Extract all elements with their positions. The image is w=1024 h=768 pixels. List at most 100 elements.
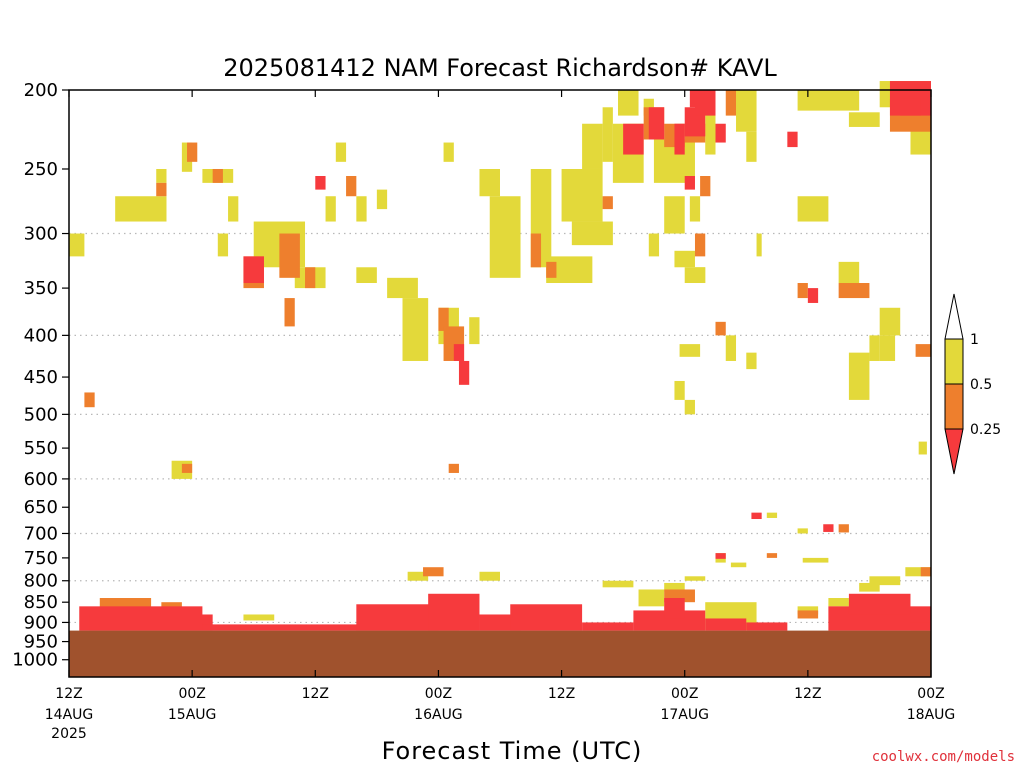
ri-cell — [766, 512, 778, 518]
ri-cell — [284, 298, 295, 327]
ri-cell — [848, 593, 911, 615]
ri-cell — [469, 317, 480, 345]
ri-cell — [823, 524, 834, 532]
ri-cell — [115, 196, 167, 222]
ri-cell — [84, 392, 95, 408]
ri-cell — [751, 512, 762, 520]
ri-cell — [315, 176, 326, 190]
ri-cell — [602, 196, 613, 210]
plot-frame — [68, 89, 932, 678]
ri-cell — [623, 123, 644, 155]
ri-cell — [443, 142, 454, 162]
xtick-label-3: 00Z — [425, 686, 452, 702]
ri-cell — [376, 189, 388, 210]
series-<0.25 — [79, 81, 931, 631]
ri-cell — [648, 107, 665, 140]
xtick-date-0: 14AUG — [45, 707, 94, 723]
ri-cell — [838, 524, 849, 533]
colorbar-top-triangle — [944, 293, 964, 340]
ri-cell — [910, 622, 931, 631]
ri-cell — [181, 463, 193, 473]
ri-cell — [479, 168, 500, 197]
ri-cell — [879, 307, 901, 336]
ri-cell — [602, 580, 634, 588]
ri-cell — [305, 267, 316, 289]
ytick-label-500: 500 — [24, 404, 58, 425]
ri-cell — [694, 233, 706, 257]
ri-cell — [905, 567, 931, 577]
ri-cell — [838, 261, 860, 284]
ri-cell — [725, 335, 737, 361]
credit-text: coolwx.com/models — [872, 749, 1015, 765]
ri-cell — [530, 233, 542, 268]
ri-cell — [756, 233, 762, 257]
ri-cell — [582, 123, 603, 169]
ri-cell — [156, 168, 167, 183]
ri-cell — [217, 233, 229, 257]
colorbar-orange — [944, 383, 964, 430]
xtick-label-5: 00Z — [671, 686, 698, 702]
ri-cell — [187, 142, 198, 162]
xtick-label-7: 00Z — [917, 686, 944, 702]
ytick-label-700: 700 — [24, 523, 58, 544]
ri-cell — [684, 399, 695, 415]
chart-title: 2025081412 NAM Forecast Richardson# KAVL — [223, 54, 777, 82]
ri-cell — [828, 598, 849, 607]
ri-cell — [684, 576, 706, 581]
x-axis-ticks: 12Z 14AUG 2025 00Z 15AUG 12Z 00Z 16AUG 12Z 00Z 17A… — [45, 90, 956, 742]
ri-cell — [674, 250, 695, 268]
ri-cell — [730, 562, 747, 568]
ytick-label-800: 800 — [24, 571, 58, 592]
colorbar-label-1: 0.5 — [970, 377, 992, 393]
y-axis-ticks: 200 250 300 350 400 450 500 550 600 650 700 7508008… — [12, 80, 69, 671]
ri-cell — [715, 553, 726, 559]
ri-cell — [571, 221, 613, 246]
colorbar-yellow — [944, 338, 964, 385]
ri-cell — [479, 571, 500, 581]
ytick-label-900: 900 — [24, 612, 58, 633]
ri-cell — [243, 614, 275, 621]
ri-cell — [156, 182, 167, 197]
ri-cell — [689, 196, 701, 222]
ytick-label-950: 950 — [24, 632, 58, 653]
ri-cell — [715, 123, 726, 143]
ri-cell — [428, 593, 480, 631]
ri-cell — [633, 610, 706, 631]
ri-cell — [746, 131, 757, 162]
ytick-label-450: 450 — [24, 367, 58, 388]
ri-cell — [797, 196, 829, 222]
ri-cell — [674, 123, 685, 155]
ri-cell — [602, 107, 613, 162]
ytick-label-300: 300 — [24, 224, 58, 245]
ri-cell — [618, 90, 639, 116]
ytick-label-200: 200 — [24, 80, 58, 101]
ri-cell — [243, 256, 264, 284]
ri-cell — [582, 622, 634, 631]
ri-cell — [228, 196, 239, 222]
ri-cell — [915, 344, 931, 357]
ri-cell — [356, 267, 377, 284]
ri-cell — [900, 98, 921, 116]
xtick-year-0: 2025 — [51, 726, 87, 742]
ri-cell — [920, 567, 931, 577]
ri-cell — [879, 335, 896, 361]
ri-cell — [638, 589, 665, 607]
ri-cell — [438, 307, 449, 331]
ri-cell — [838, 283, 870, 299]
ri-cell — [648, 233, 660, 257]
ytick-label-250: 250 — [24, 159, 58, 180]
ri-cell — [325, 196, 336, 222]
ri-cell — [869, 576, 901, 586]
ri-cell — [848, 112, 880, 127]
ytick-label-400: 400 — [24, 325, 58, 346]
ri-cell — [69, 233, 85, 257]
ri-cell — [797, 90, 860, 111]
ri-cell — [746, 352, 757, 370]
xtick-date-3: 16AUG — [414, 707, 463, 723]
ri-cell — [510, 604, 583, 631]
xtick-date-7: 18AUG — [907, 707, 956, 723]
xtick-label-1: 00Z — [178, 686, 205, 702]
ri-cell — [766, 553, 778, 558]
ri-cell — [546, 261, 557, 278]
colorbar-label-0: 1 — [970, 332, 979, 348]
